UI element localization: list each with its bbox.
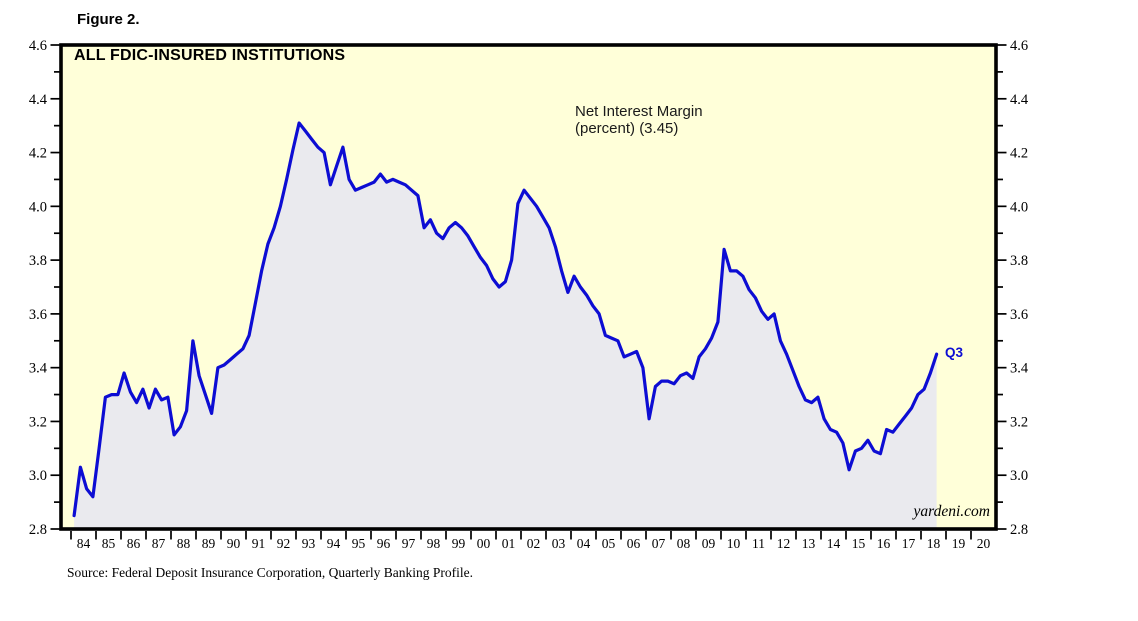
svg-text:14: 14 — [827, 536, 841, 551]
series-annotation-line2: (percent) (3.45) — [575, 120, 679, 137]
svg-text:10: 10 — [727, 536, 741, 551]
svg-text:84: 84 — [77, 536, 91, 551]
svg-text:19: 19 — [952, 536, 966, 551]
svg-text:3.6: 3.6 — [1010, 307, 1028, 323]
svg-text:86: 86 — [127, 536, 141, 551]
svg-text:99: 99 — [452, 536, 466, 551]
svg-text:3.6: 3.6 — [29, 307, 47, 323]
svg-text:4.2: 4.2 — [1010, 146, 1028, 162]
svg-text:05: 05 — [602, 536, 616, 551]
svg-text:96: 96 — [377, 536, 391, 551]
svg-text:3.4: 3.4 — [29, 361, 48, 377]
svg-text:16: 16 — [877, 536, 891, 551]
svg-text:94: 94 — [327, 536, 341, 551]
svg-text:3.0: 3.0 — [1010, 468, 1028, 484]
svg-text:4.2: 4.2 — [29, 146, 47, 162]
svg-text:95: 95 — [352, 536, 366, 551]
svg-text:00: 00 — [477, 536, 491, 551]
svg-text:12: 12 — [777, 536, 791, 551]
svg-text:4.0: 4.0 — [29, 199, 47, 215]
chart-title: ALL FDIC-INSURED INSTITUTIONS — [74, 47, 346, 64]
svg-text:88: 88 — [177, 536, 191, 551]
svg-text:3.8: 3.8 — [1010, 253, 1028, 269]
svg-text:87: 87 — [152, 536, 166, 551]
svg-text:20: 20 — [977, 536, 991, 551]
series-annotation-line1: Net Interest Margin — [575, 103, 703, 120]
source-note: Source: Federal Deposit Insurance Corpor… — [67, 565, 474, 580]
svg-text:89: 89 — [202, 536, 216, 551]
svg-text:11: 11 — [752, 536, 765, 551]
svg-text:18: 18 — [927, 536, 941, 551]
svg-text:17: 17 — [902, 536, 916, 551]
svg-text:07: 07 — [652, 536, 666, 551]
svg-text:13: 13 — [802, 536, 816, 551]
svg-text:91: 91 — [252, 536, 266, 551]
svg-text:2.8: 2.8 — [1010, 522, 1028, 538]
svg-text:4.0: 4.0 — [1010, 199, 1028, 215]
svg-text:09: 09 — [702, 536, 716, 551]
svg-text:93: 93 — [302, 536, 316, 551]
svg-text:01: 01 — [502, 536, 516, 551]
svg-text:3.8: 3.8 — [29, 253, 47, 269]
svg-text:03: 03 — [552, 536, 566, 551]
svg-text:2.8: 2.8 — [29, 522, 47, 538]
svg-text:4.6: 4.6 — [1010, 38, 1028, 54]
svg-text:02: 02 — [527, 536, 541, 551]
svg-text:97: 97 — [402, 536, 416, 551]
svg-text:4.4: 4.4 — [1010, 92, 1029, 108]
svg-text:85: 85 — [102, 536, 116, 551]
svg-text:08: 08 — [677, 536, 691, 551]
svg-text:04: 04 — [577, 536, 591, 551]
series-annotation: Net Interest Margin (percent) (3.45) — [575, 103, 703, 137]
svg-text:92: 92 — [277, 536, 291, 551]
svg-text:90: 90 — [227, 536, 241, 551]
figure-label: Figure 2. — [77, 11, 140, 28]
latest-quarter-label: Q3 — [945, 345, 964, 360]
svg-text:3.0: 3.0 — [29, 468, 47, 484]
svg-text:3.4: 3.4 — [1010, 361, 1029, 377]
svg-text:15: 15 — [852, 536, 866, 551]
svg-text:3.2: 3.2 — [1010, 414, 1028, 430]
svg-text:3.2: 3.2 — [29, 414, 47, 430]
yardeni-watermark: yardeni.com — [913, 503, 990, 520]
svg-text:98: 98 — [427, 536, 441, 551]
svg-text:06: 06 — [627, 536, 641, 551]
svg-text:4.4: 4.4 — [29, 92, 48, 108]
svg-text:4.6: 4.6 — [29, 38, 47, 54]
